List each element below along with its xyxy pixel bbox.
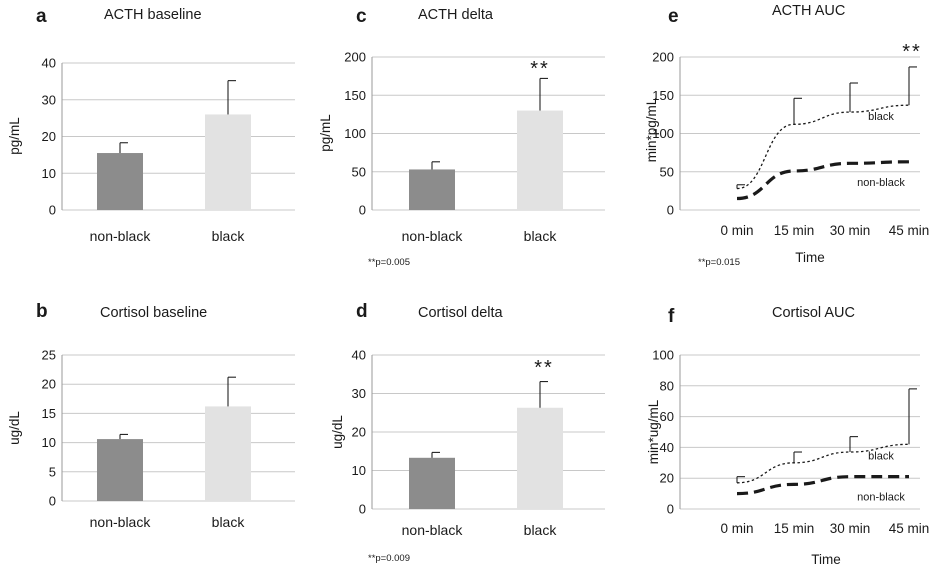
bar-non-black xyxy=(409,457,455,509)
y-tick-label: 40 xyxy=(42,56,56,71)
y-tick-label: 0 xyxy=(667,502,674,517)
x-tick-label: black xyxy=(524,522,558,538)
y-tick-label: 0 xyxy=(49,203,56,218)
x-tick-label: black xyxy=(524,228,558,244)
x-tick-label: black xyxy=(212,514,246,530)
x-tick-label: 45 min xyxy=(889,223,930,238)
y-tick-label: 20 xyxy=(42,129,56,144)
panel-e: e ACTH AUC 0 50 100 150 200 min*pg/mL 0 min 15 mi… xyxy=(644,3,929,268)
y-tick-label: 200 xyxy=(652,50,674,65)
bar-non-black xyxy=(409,169,455,210)
y-tick-label: 25 xyxy=(42,348,56,363)
x-tick-label: 0 min xyxy=(720,521,753,536)
series-label: non-black xyxy=(857,177,905,189)
y-tick-label: 150 xyxy=(652,88,674,103)
x-tick-label: black xyxy=(212,228,246,244)
panel-letter: c xyxy=(356,6,367,27)
bar-black xyxy=(517,110,563,210)
y-tick-label: 30 xyxy=(352,386,366,401)
y-tick-label: 80 xyxy=(660,378,674,393)
y-tick-label: 20 xyxy=(42,377,56,392)
y-tick-label: 60 xyxy=(660,409,674,424)
y-axis-label: ug/dL xyxy=(7,411,22,445)
y-tick-label: 0 xyxy=(359,502,366,517)
y-tick-label: 10 xyxy=(42,166,56,181)
chart-title: ACTH baseline xyxy=(104,7,202,23)
p-value-footnote: **p=0.009 xyxy=(368,553,410,564)
panel-c: c ACTH delta 0 50 100 150 200 pg/mL non-black bla… xyxy=(318,6,605,268)
chart-title: ACTH AUC xyxy=(772,3,845,19)
p-value-footnote: **p=0.005 xyxy=(368,257,410,268)
series-line-non-black xyxy=(736,160,910,201)
x-tick-label: 0 min xyxy=(720,223,753,238)
y-tick-label: 200 xyxy=(344,50,366,65)
panel-letter: a xyxy=(36,6,47,27)
panel-a: a ACTH baseline 0 10 20 30 40 pg/mL non-black bla… xyxy=(7,6,295,244)
y-tick-label: 10 xyxy=(352,463,366,478)
panel-f: f Cortisol AUC 0 20 40 60 80 100 min*ug/mL 0 min 1… xyxy=(646,305,929,567)
significance-marker: ** xyxy=(534,357,554,379)
x-tick-label: 30 min xyxy=(830,521,871,536)
y-tick-label: 15 xyxy=(42,406,56,421)
chart-title: ACTH delta xyxy=(418,7,494,23)
series-line-black xyxy=(736,104,910,190)
x-axis-label: Time xyxy=(811,552,841,567)
y-axis-label: pg/mL xyxy=(7,117,22,155)
x-tick-label: 45 min xyxy=(889,521,930,536)
x-tick-label: non-black xyxy=(402,228,464,244)
series-label: non-black xyxy=(857,492,905,504)
chart-title: Cortisol baseline xyxy=(100,305,207,321)
y-axis-label: min*pg/mL xyxy=(644,97,659,162)
y-axis-label: ug/dL xyxy=(330,415,345,449)
panel-d: d Cortisol delta 0 10 20 30 40 ug/dL non-black bl… xyxy=(330,301,605,564)
y-tick-label: 50 xyxy=(352,164,366,179)
x-tick-label: non-black xyxy=(402,522,464,538)
x-axis-label: Time xyxy=(795,250,825,265)
y-tick-label: 0 xyxy=(49,494,56,509)
y-tick-label: 30 xyxy=(42,92,56,107)
y-tick-label: 100 xyxy=(344,126,366,141)
bar-black xyxy=(517,407,563,509)
y-tick-label: 10 xyxy=(42,435,56,450)
y-tick-label: 5 xyxy=(49,464,56,479)
series-label: black xyxy=(868,450,894,462)
significance-marker: ** xyxy=(530,58,550,80)
panel-letter: d xyxy=(356,301,368,322)
y-tick-label: 20 xyxy=(660,471,674,486)
series-label: black xyxy=(868,111,894,123)
y-tick-label: 50 xyxy=(660,164,674,179)
x-tick-label: non-black xyxy=(90,514,152,530)
significance-marker: ** xyxy=(902,41,922,63)
y-tick-label: 40 xyxy=(352,348,366,363)
p-value-footnote: **p=0.015 xyxy=(698,257,740,268)
x-tick-label: 15 min xyxy=(774,521,815,536)
bar-non-black xyxy=(97,153,143,210)
panel-letter: e xyxy=(668,6,679,27)
series-line-black xyxy=(736,443,910,484)
bar-non-black xyxy=(97,439,143,501)
x-tick-label: 15 min xyxy=(774,223,815,238)
bar-black xyxy=(205,406,251,501)
x-tick-label: 30 min xyxy=(830,223,871,238)
y-tick-label: 0 xyxy=(667,203,674,218)
y-tick-label: 40 xyxy=(660,440,674,455)
chart-title: Cortisol AUC xyxy=(772,305,855,321)
y-axis-label: pg/mL xyxy=(318,114,333,152)
y-tick-label: 0 xyxy=(359,203,366,218)
chart-title: Cortisol delta xyxy=(418,305,504,321)
y-tick-label: 20 xyxy=(352,425,366,440)
series-line-non-black xyxy=(736,475,909,496)
x-tick-label: non-black xyxy=(90,228,152,244)
panel-b: b Cortisol baseline 0 5 10 15 20 25 ug/dL non-bla… xyxy=(7,301,295,530)
panel-letter: f xyxy=(668,306,675,327)
y-axis-label: min*ug/mL xyxy=(646,399,661,464)
bar-black xyxy=(205,114,251,210)
y-tick-label: 150 xyxy=(344,88,366,103)
y-tick-label: 100 xyxy=(652,126,674,141)
panel-letter: b xyxy=(36,301,48,322)
y-tick-label: 100 xyxy=(652,348,674,363)
